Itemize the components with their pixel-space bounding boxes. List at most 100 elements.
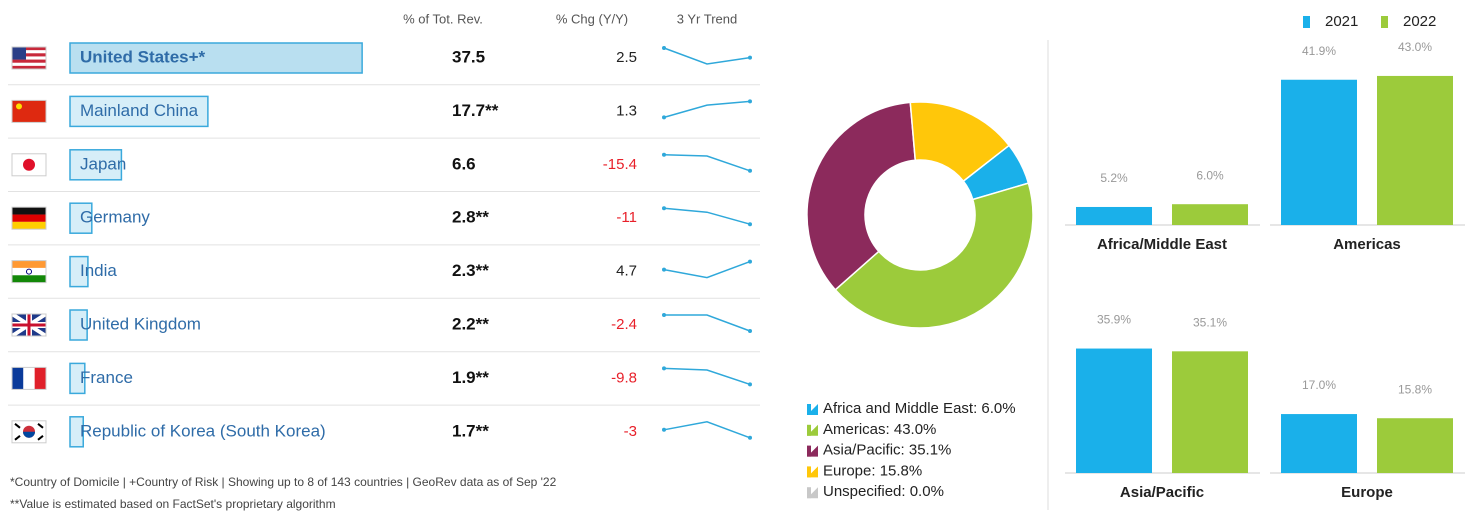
flag <box>14 423 44 441</box>
share-value: 2.8** <box>452 208 489 227</box>
header: 3 Yr Trend <box>677 11 737 26</box>
data-label: 17.0% <box>1302 378 1336 392</box>
flag <box>27 314 31 336</box>
share-bar <box>69 255 89 288</box>
flag <box>12 267 46 276</box>
category-label: Africa/Middle East <box>1097 236 1227 253</box>
share-value: 2.2** <box>452 314 489 333</box>
legend-icon <box>807 424 811 436</box>
share-bar <box>69 362 86 395</box>
donut-slice <box>834 182 1034 329</box>
country-name: United States+* <box>80 47 206 66</box>
legend-label: 2021 <box>1325 13 1358 30</box>
sparkline-dot <box>748 222 752 227</box>
footnote: **Value is estimated based on FactSet's … <box>10 497 336 511</box>
flag <box>23 431 35 438</box>
data-label: 41.9% <box>1302 44 1336 58</box>
sparkline-dot <box>748 168 752 173</box>
change-value: 1.3 <box>616 102 637 119</box>
sparkline-dot <box>662 206 666 211</box>
sparkline <box>663 100 751 119</box>
country-name: Mainland China <box>80 101 199 120</box>
flag <box>23 158 35 171</box>
data-label: 43.0% <box>1398 40 1432 54</box>
sparkline-dot <box>662 427 666 432</box>
flag <box>26 268 32 275</box>
sparkline-dot <box>748 435 752 440</box>
category-label: Asia/Pacific <box>1120 484 1204 501</box>
flag <box>34 367 46 390</box>
change-value: -11 <box>616 209 637 226</box>
share-value: 37.5 <box>452 47 485 66</box>
donut-slice <box>909 101 1011 183</box>
share-bar <box>69 42 363 74</box>
legend-label: Europe: 15.8% <box>823 462 922 479</box>
change-value: -15.4 <box>603 156 637 173</box>
flag <box>12 221 46 230</box>
flag-border <box>11 260 47 284</box>
share-bar <box>69 95 209 128</box>
legend-swatch <box>1303 16 1310 28</box>
header: % of Tot. Rev. <box>403 11 483 26</box>
flag-border <box>11 46 47 70</box>
data-label: 5.2% <box>1100 171 1128 185</box>
flag-border <box>11 366 47 390</box>
flag <box>12 47 46 51</box>
flag-border <box>11 420 47 444</box>
legend-label: Africa and Middle East: 6.0% <box>823 400 1016 417</box>
sparkline-dot <box>662 267 666 272</box>
sparkline-dot <box>748 259 752 264</box>
share-bar <box>69 149 123 181</box>
country-name: Germany <box>80 208 150 227</box>
data-label: 35.9% <box>1097 313 1131 327</box>
sparkline <box>664 314 751 332</box>
bar <box>1281 414 1357 473</box>
change-value: -3 <box>624 423 637 440</box>
sparkline <box>663 207 751 225</box>
bar <box>1172 351 1248 473</box>
share-bar <box>69 309 88 341</box>
legend-icon <box>807 445 811 457</box>
flag <box>12 214 46 222</box>
flag <box>12 367 24 390</box>
bar <box>1281 79 1357 225</box>
bar <box>1377 75 1453 225</box>
sparkline-dot <box>662 313 666 317</box>
sparkline-dot <box>662 115 666 120</box>
flag <box>12 47 26 60</box>
legend-label: Asia/Pacific: 35.1% <box>823 442 951 459</box>
share-value: 17.7** <box>452 101 499 120</box>
legend-icon <box>807 487 811 499</box>
sparkline-dot <box>662 366 666 371</box>
bar <box>1076 348 1152 473</box>
bar <box>1076 206 1152 225</box>
bar <box>1377 418 1453 473</box>
legend-icon <box>807 404 811 415</box>
sparkline <box>663 154 751 172</box>
sparkline <box>663 260 751 279</box>
flag <box>12 275 46 283</box>
legend-swatch <box>1381 16 1388 28</box>
legend-label: 2022 <box>1403 13 1436 30</box>
flag <box>16 103 22 110</box>
data-label: 35.1% <box>1193 315 1227 329</box>
change-value: -9.8 <box>611 369 637 386</box>
country-name: Republic of Korea (South Korea) <box>80 421 326 440</box>
sparkline-dot <box>662 46 666 50</box>
header: % Chg (Y/Y) <box>556 11 628 26</box>
change-value: 4.7 <box>616 263 637 280</box>
share-bar <box>69 416 84 448</box>
bar <box>1172 204 1248 225</box>
share-bar <box>69 202 93 234</box>
change-value: -2.4 <box>611 316 637 333</box>
sparkline <box>663 47 751 65</box>
category-label: Europe <box>1341 484 1393 501</box>
flag <box>12 207 46 215</box>
flag <box>12 100 46 123</box>
footnote: *Country of Domicile | +Country of Risk … <box>10 475 557 489</box>
category-label: Americas <box>1333 236 1401 253</box>
data-label: 15.8% <box>1398 382 1432 396</box>
sparkline-dot <box>662 152 666 157</box>
flag <box>12 65 46 69</box>
